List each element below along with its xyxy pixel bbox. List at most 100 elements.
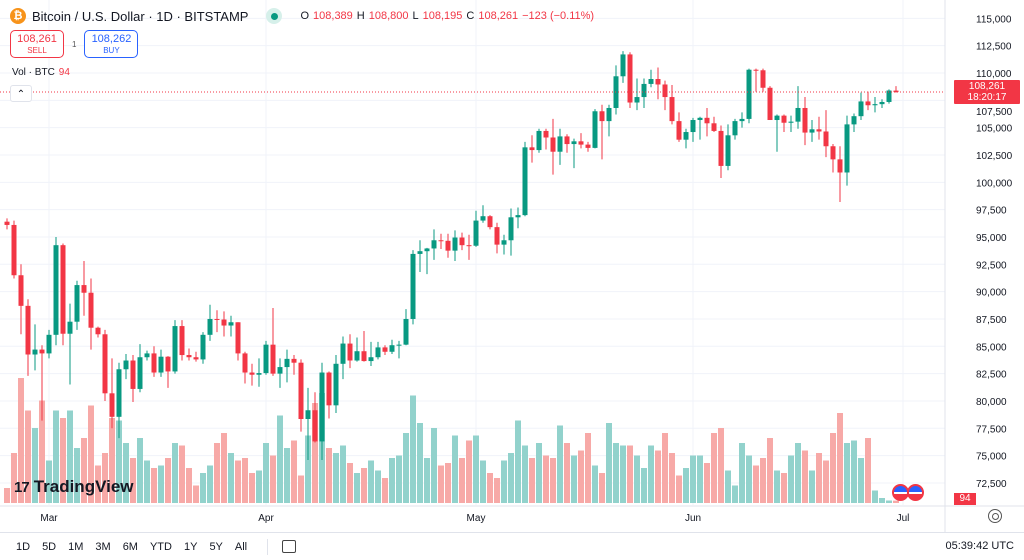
candle: [382, 345, 388, 356]
y-tick-label: 97,500: [976, 206, 1007, 217]
candle-body: [592, 111, 598, 148]
candle: [361, 330, 367, 362]
candle-body: [60, 245, 66, 334]
candle-body: [368, 357, 374, 362]
candle: [228, 315, 234, 337]
candle: [445, 233, 451, 258]
collapse-legend-button[interactable]: ⌃: [10, 85, 32, 102]
candle: [690, 117, 696, 142]
candle: [417, 240, 423, 272]
candle-body: [228, 322, 234, 326]
volume-bar: [655, 450, 661, 503]
candle: [816, 116, 822, 140]
candle-body: [4, 221, 10, 225]
volume-bar: [697, 455, 703, 503]
candle: [557, 128, 563, 165]
candle: [851, 113, 857, 133]
candle: [564, 134, 570, 153]
volume-bar: [18, 378, 24, 503]
candle: [718, 125, 724, 178]
candle-body: [522, 147, 528, 216]
candle-body: [95, 327, 101, 335]
candle: [312, 392, 318, 443]
candle-body: [816, 129, 822, 132]
range-6m[interactable]: 6M: [122, 540, 138, 553]
volume-bar: [494, 478, 500, 503]
volume-bar: [641, 468, 647, 503]
candle-body: [536, 130, 542, 151]
candle: [879, 99, 885, 108]
range-all[interactable]: All: [234, 540, 248, 553]
candle-body: [606, 107, 612, 122]
candle-body: [746, 69, 752, 119]
volume-bar: [312, 403, 318, 503]
range-5y[interactable]: 5Y: [209, 540, 223, 553]
volume-bar: [256, 470, 262, 503]
close-label: C: [466, 10, 475, 22]
calendar-icon[interactable]: [282, 540, 297, 553]
volume-bar: [347, 463, 353, 503]
candle: [494, 222, 500, 254]
candle-body: [256, 373, 262, 375]
volume-bar: [60, 418, 66, 503]
candle-body: [550, 137, 556, 152]
volume-bar: [627, 445, 633, 503]
buy-price: 108,262: [91, 33, 132, 45]
range-3m[interactable]: 3M: [95, 540, 111, 553]
range-5d[interactable]: 5D: [42, 540, 57, 553]
buy-button[interactable]: 108,262 BUY: [84, 30, 139, 58]
y-tick-label: 87,500: [976, 315, 1007, 326]
range-ytd[interactable]: YTD: [149, 540, 172, 553]
clock[interactable]: 05:39:42 UTC: [945, 540, 1014, 552]
candle: [165, 356, 171, 388]
candle: [116, 362, 122, 439]
range-1m[interactable]: 1M: [68, 540, 84, 553]
candle: [172, 320, 178, 374]
volume-bar: [221, 433, 227, 503]
volume-bar: [179, 445, 185, 503]
low-value: 108,195: [422, 10, 463, 22]
range-1d[interactable]: 1D: [16, 540, 31, 553]
candle: [53, 236, 59, 346]
sell-button[interactable]: 108,261 SELL: [10, 30, 64, 58]
candle: [592, 109, 598, 149]
candle: [200, 332, 206, 364]
candle-body: [46, 334, 52, 354]
y-tick-label: 92,500: [976, 260, 1007, 271]
y-tick-label: 90,000: [976, 288, 1007, 299]
candle-body: [74, 285, 80, 322]
volume-bar: [508, 453, 514, 503]
candle-body: [284, 358, 290, 368]
candle: [676, 112, 682, 142]
candle-body: [53, 245, 59, 335]
candle-body: [389, 345, 395, 352]
candle: [669, 85, 675, 125]
candle-body: [893, 90, 899, 93]
symbol-title[interactable]: Bitcoin / U.S. Dollar · 1D · BITSTAMP: [32, 8, 249, 24]
candle: [186, 348, 192, 361]
candle: [627, 52, 633, 108]
volume-bar: [487, 473, 493, 503]
candle-body: [809, 129, 815, 133]
candle: [130, 355, 136, 403]
volume-bar: [788, 455, 794, 503]
candle: [298, 359, 304, 432]
candle: [578, 133, 584, 149]
bar-countdown: 18:20:17: [967, 92, 1007, 103]
chart-settings-icon[interactable]: [988, 509, 1002, 523]
candle: [319, 362, 325, 460]
y-tick-label: 75,000: [976, 452, 1007, 463]
range-1y[interactable]: 1Y: [183, 540, 198, 553]
volume-bar: [109, 418, 115, 503]
economic-event-icon[interactable]: [907, 484, 924, 501]
volume-bar: [879, 498, 885, 503]
candle: [158, 349, 164, 377]
candle: [263, 340, 269, 375]
volume-bar: [417, 423, 423, 503]
price-chart[interactable]: 115,000 112,500 110,000 107,500 105,000 102,5…: [0, 0, 1024, 532]
candle: [599, 104, 605, 160]
tradingview-logo[interactable]: 17 TradingView: [14, 477, 134, 496]
logo-text: TradingView: [33, 477, 134, 496]
volume-bar: [872, 490, 878, 503]
candle: [109, 358, 115, 429]
